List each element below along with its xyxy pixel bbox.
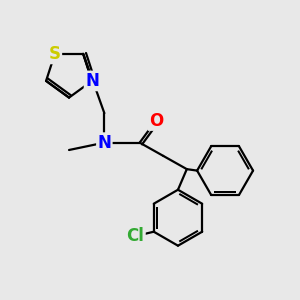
Text: N: N bbox=[85, 72, 99, 90]
Text: S: S bbox=[49, 45, 61, 63]
Text: N: N bbox=[98, 134, 111, 152]
Text: O: O bbox=[149, 112, 163, 130]
Text: Cl: Cl bbox=[127, 227, 144, 245]
